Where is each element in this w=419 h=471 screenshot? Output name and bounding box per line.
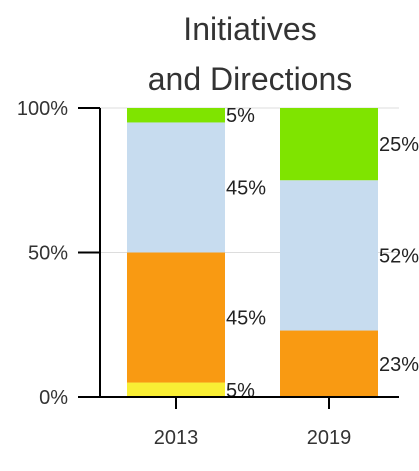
data-label: 23% — [379, 354, 419, 376]
bar-segment — [127, 382, 225, 397]
bar-segment — [127, 122, 225, 253]
y-tick-label: 100% — [17, 98, 68, 120]
data-label: 45% — [226, 177, 266, 199]
bar-segment — [127, 252, 225, 383]
chart-title-line-2: and Directions — [148, 61, 353, 97]
x-tick-label: 2013 — [154, 427, 199, 449]
y-tick-label: 0% — [39, 387, 68, 409]
data-label: 52% — [379, 245, 419, 267]
y-tick-label: 50% — [28, 243, 68, 265]
bar-segment — [280, 180, 378, 331]
bar-segment — [280, 330, 378, 397]
data-label: 5% — [226, 380, 255, 402]
data-label: 25% — [379, 134, 419, 156]
x-tick-label: 2019 — [307, 427, 352, 449]
chart-title-line-1: Initiatives — [183, 11, 316, 47]
data-label: 45% — [226, 308, 266, 330]
data-label: 5% — [226, 105, 255, 127]
bar-segment — [280, 108, 378, 181]
bars-layer — [127, 108, 378, 397]
bar-segment — [127, 108, 225, 123]
axis-layer: 0% 50% 100% 2013 2019 — [17, 98, 399, 449]
